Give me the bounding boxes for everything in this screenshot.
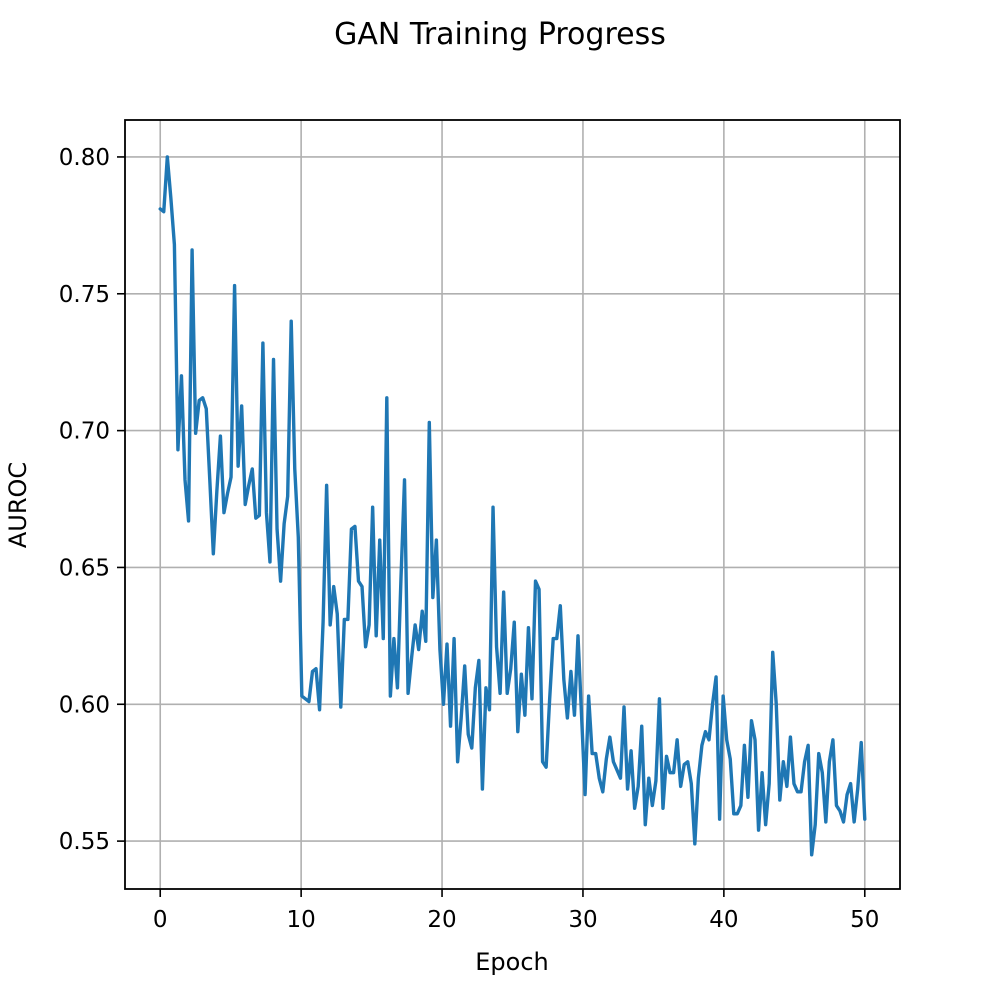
x-tick-label: 10 — [286, 907, 315, 933]
plot-frame — [124, 119, 901, 890]
y-tick-label: 0.70 — [59, 419, 110, 445]
x-tick-label: 20 — [427, 907, 456, 933]
grid — [125, 120, 900, 889]
y-tick-label: 0.60 — [59, 692, 110, 718]
x-tick-label: 50 — [850, 907, 879, 933]
x-tick-label: 0 — [153, 907, 168, 933]
x-axis-label: Epoch — [475, 948, 549, 976]
y-tick-label: 0.65 — [59, 555, 110, 581]
y-tick-label: 0.75 — [59, 282, 110, 308]
axis-ticks: 0 10 20 30 40 50 0.55 0.60 0.65 0.70 0.75 0.80 — [59, 145, 880, 933]
series-layer — [158, 155, 867, 857]
y-tick-label: 0.80 — [59, 145, 110, 171]
y-tick-label: 0.55 — [59, 829, 110, 855]
chart-title: GAN Training Progress — [334, 17, 666, 52]
series-line-auroc — [158, 155, 867, 857]
x-tick-label: 30 — [568, 907, 597, 933]
x-tick-label: 40 — [709, 907, 738, 933]
y-axis-label: AUROC — [4, 462, 32, 548]
